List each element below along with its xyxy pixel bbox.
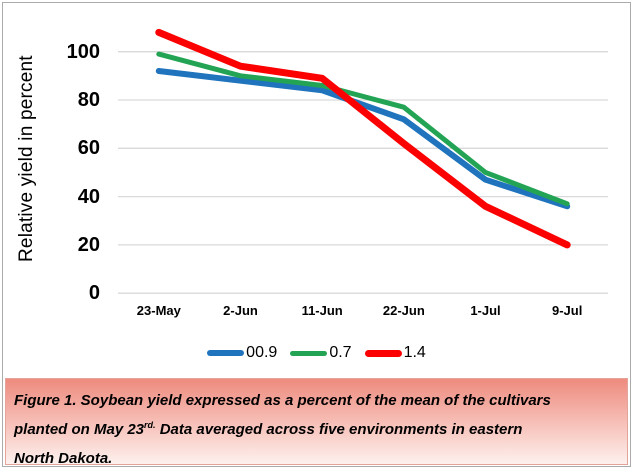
legend-item-0.7: 0.7: [290, 344, 352, 361]
x-tick-label: 11-Jun: [301, 303, 343, 318]
y-tick-label: 80: [77, 89, 100, 111]
caption-line-2-rest: Data averaged across five environments i…: [155, 421, 523, 438]
caption-line-1: Figure 1. Soybean yield expressed as a p…: [14, 392, 551, 409]
caption-line-2: planted on May 23rd. Data averaged acros…: [14, 415, 619, 444]
y-tick-label: 100: [66, 40, 100, 63]
x-tick-label: 22-Jun: [382, 303, 425, 318]
legend-label: 0.7: [329, 344, 352, 361]
plot-svg: [118, 28, 608, 294]
caption-line-3: North Dakota.: [14, 450, 113, 467]
series-line-00.9: [155, 68, 571, 210]
series-line-1.4: [155, 28, 571, 249]
y-tick-label: 20: [77, 233, 100, 256]
legend-swatch-icon: [364, 349, 402, 357]
legend-label: 1.4: [403, 344, 426, 361]
x-tick-label: 23-May: [136, 303, 181, 318]
legend-swatch-icon: [290, 350, 328, 356]
y-tick-label: 60: [77, 137, 100, 160]
y-tick-label: 40: [77, 185, 100, 208]
legend-item-00.9: 00.9: [207, 345, 277, 361]
legend-item-1.4: 1.4: [364, 344, 426, 361]
series-line-0.7: [156, 51, 570, 207]
legend-swatch-icon: [207, 350, 245, 356]
x-tick-label: 1-Jul: [470, 303, 501, 318]
caption-line-2-text: planted on May 23: [14, 421, 145, 438]
caption-superscript: rd.: [144, 420, 156, 430]
legend-label: 00.9: [246, 344, 278, 361]
figure-caption: Figure 1. Soybean yield expressed as a p…: [5, 378, 628, 467]
x-tick-label: 2-Jun: [223, 303, 258, 318]
y-tick-label: 0: [88, 282, 100, 305]
legend: 00.9 0.7 1.4: [0, 340, 633, 366]
x-tick-label: 9-Jul: [551, 303, 583, 318]
